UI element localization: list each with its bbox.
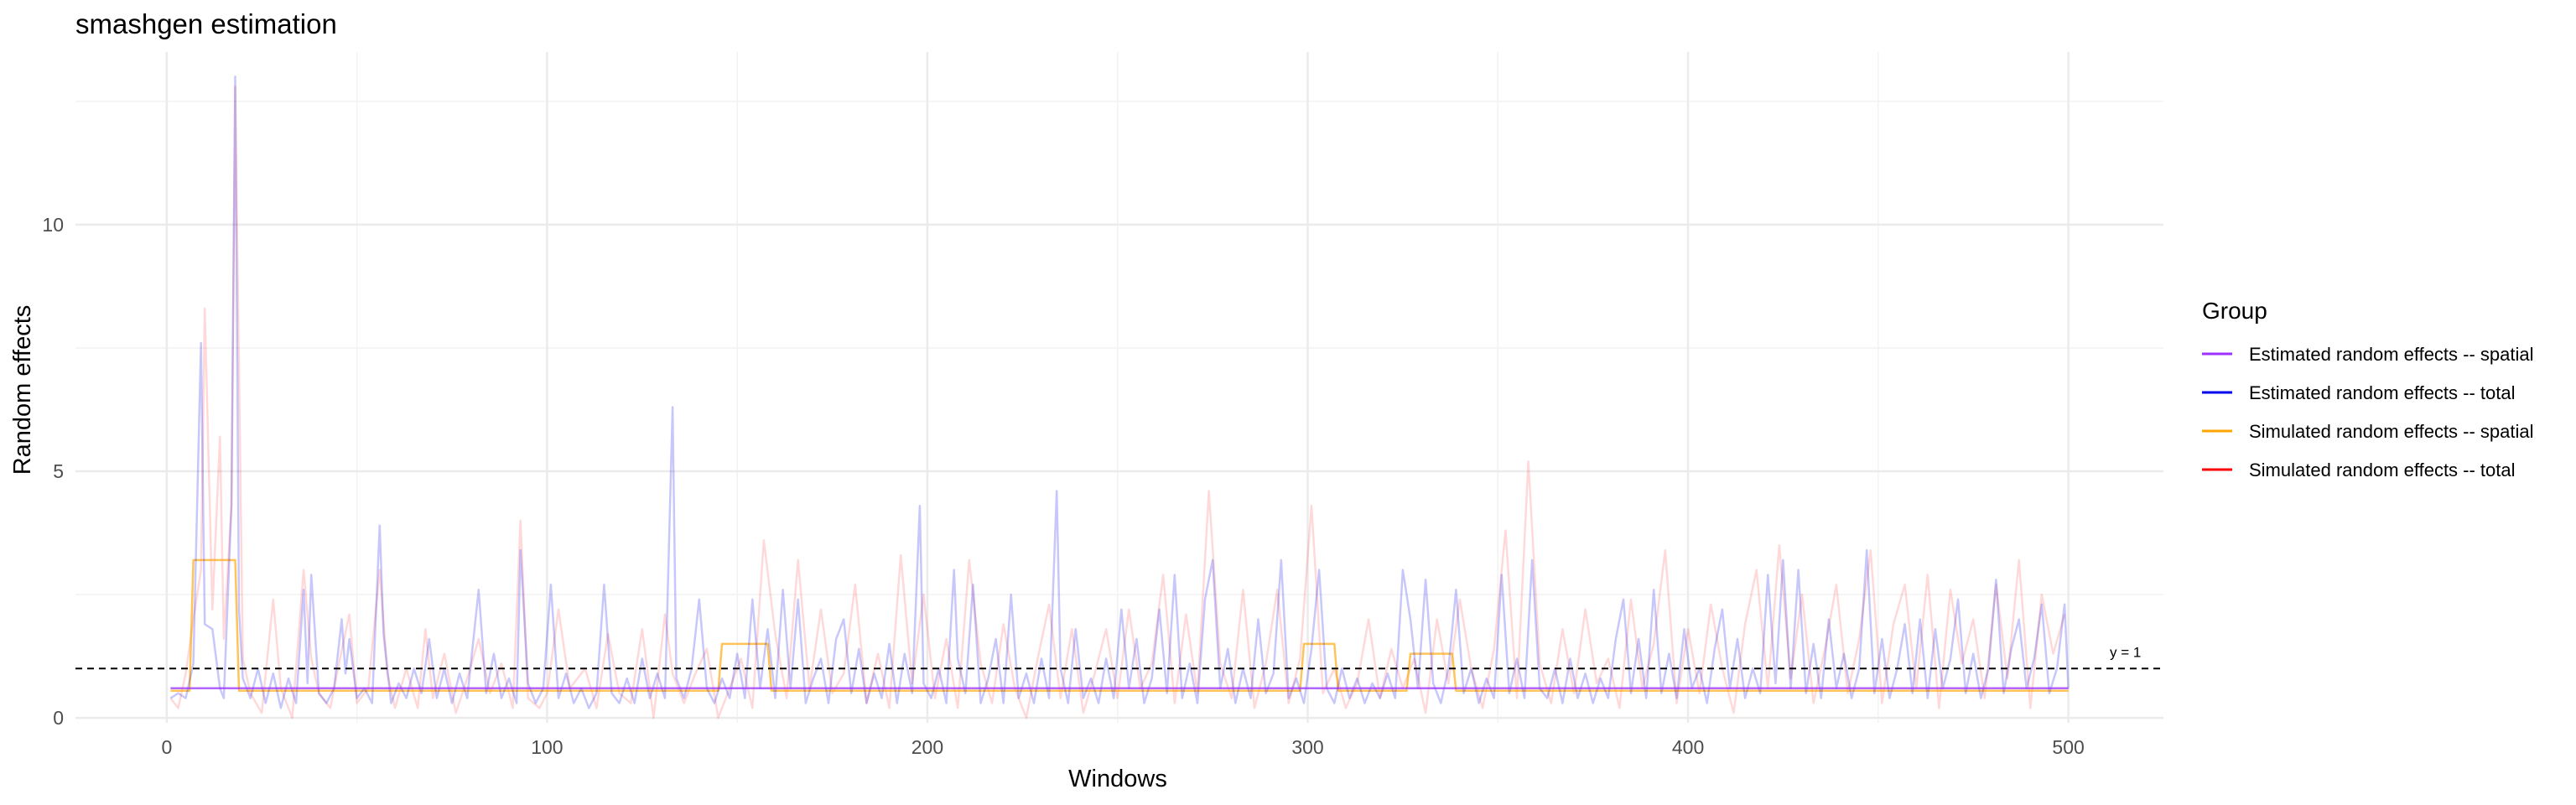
x-tick-label: 400 [1672,736,1704,758]
y-axis-title: Random effects [9,305,36,475]
series [169,75,2070,719]
chart-title: smashgen estimation [75,8,337,39]
y-tick-label: 5 [53,460,64,482]
legend-label: Estimated random effects -- total [2249,382,2516,403]
x-tick-label: 200 [911,736,943,758]
x-axis-title: Windows [1068,766,1167,792]
series-line-estimated-random-effects-total [169,75,2070,709]
legend-label: Estimated random effects -- spatial [2249,344,2534,365]
legend: Group Estimated random effects -- spatia… [2202,298,2534,480]
reference-line-group: y = 1 [75,644,2163,670]
x-tick-label: 300 [1291,736,1323,758]
x-tick-label: 0 [161,736,172,758]
series-line-simulated-random-effects-total [169,85,2066,719]
x-tick-label: 100 [531,736,563,758]
series-line-simulated-random-effects-spatial [170,558,2069,693]
reference-line-label: y = 1 [2110,644,2141,660]
y-tick-label: 10 [42,214,64,236]
grid [75,52,2163,723]
x-tick-label: 500 [2052,736,2084,758]
y-tick-label: 0 [53,707,64,729]
legend-label: Simulated random effects -- total [2249,460,2516,480]
legend-title: Group [2202,298,2267,324]
legend-label: Simulated random effects -- spatial [2249,421,2534,442]
tick-labels: 0 100 200 300 400 500 0 5 10 [42,214,2084,758]
